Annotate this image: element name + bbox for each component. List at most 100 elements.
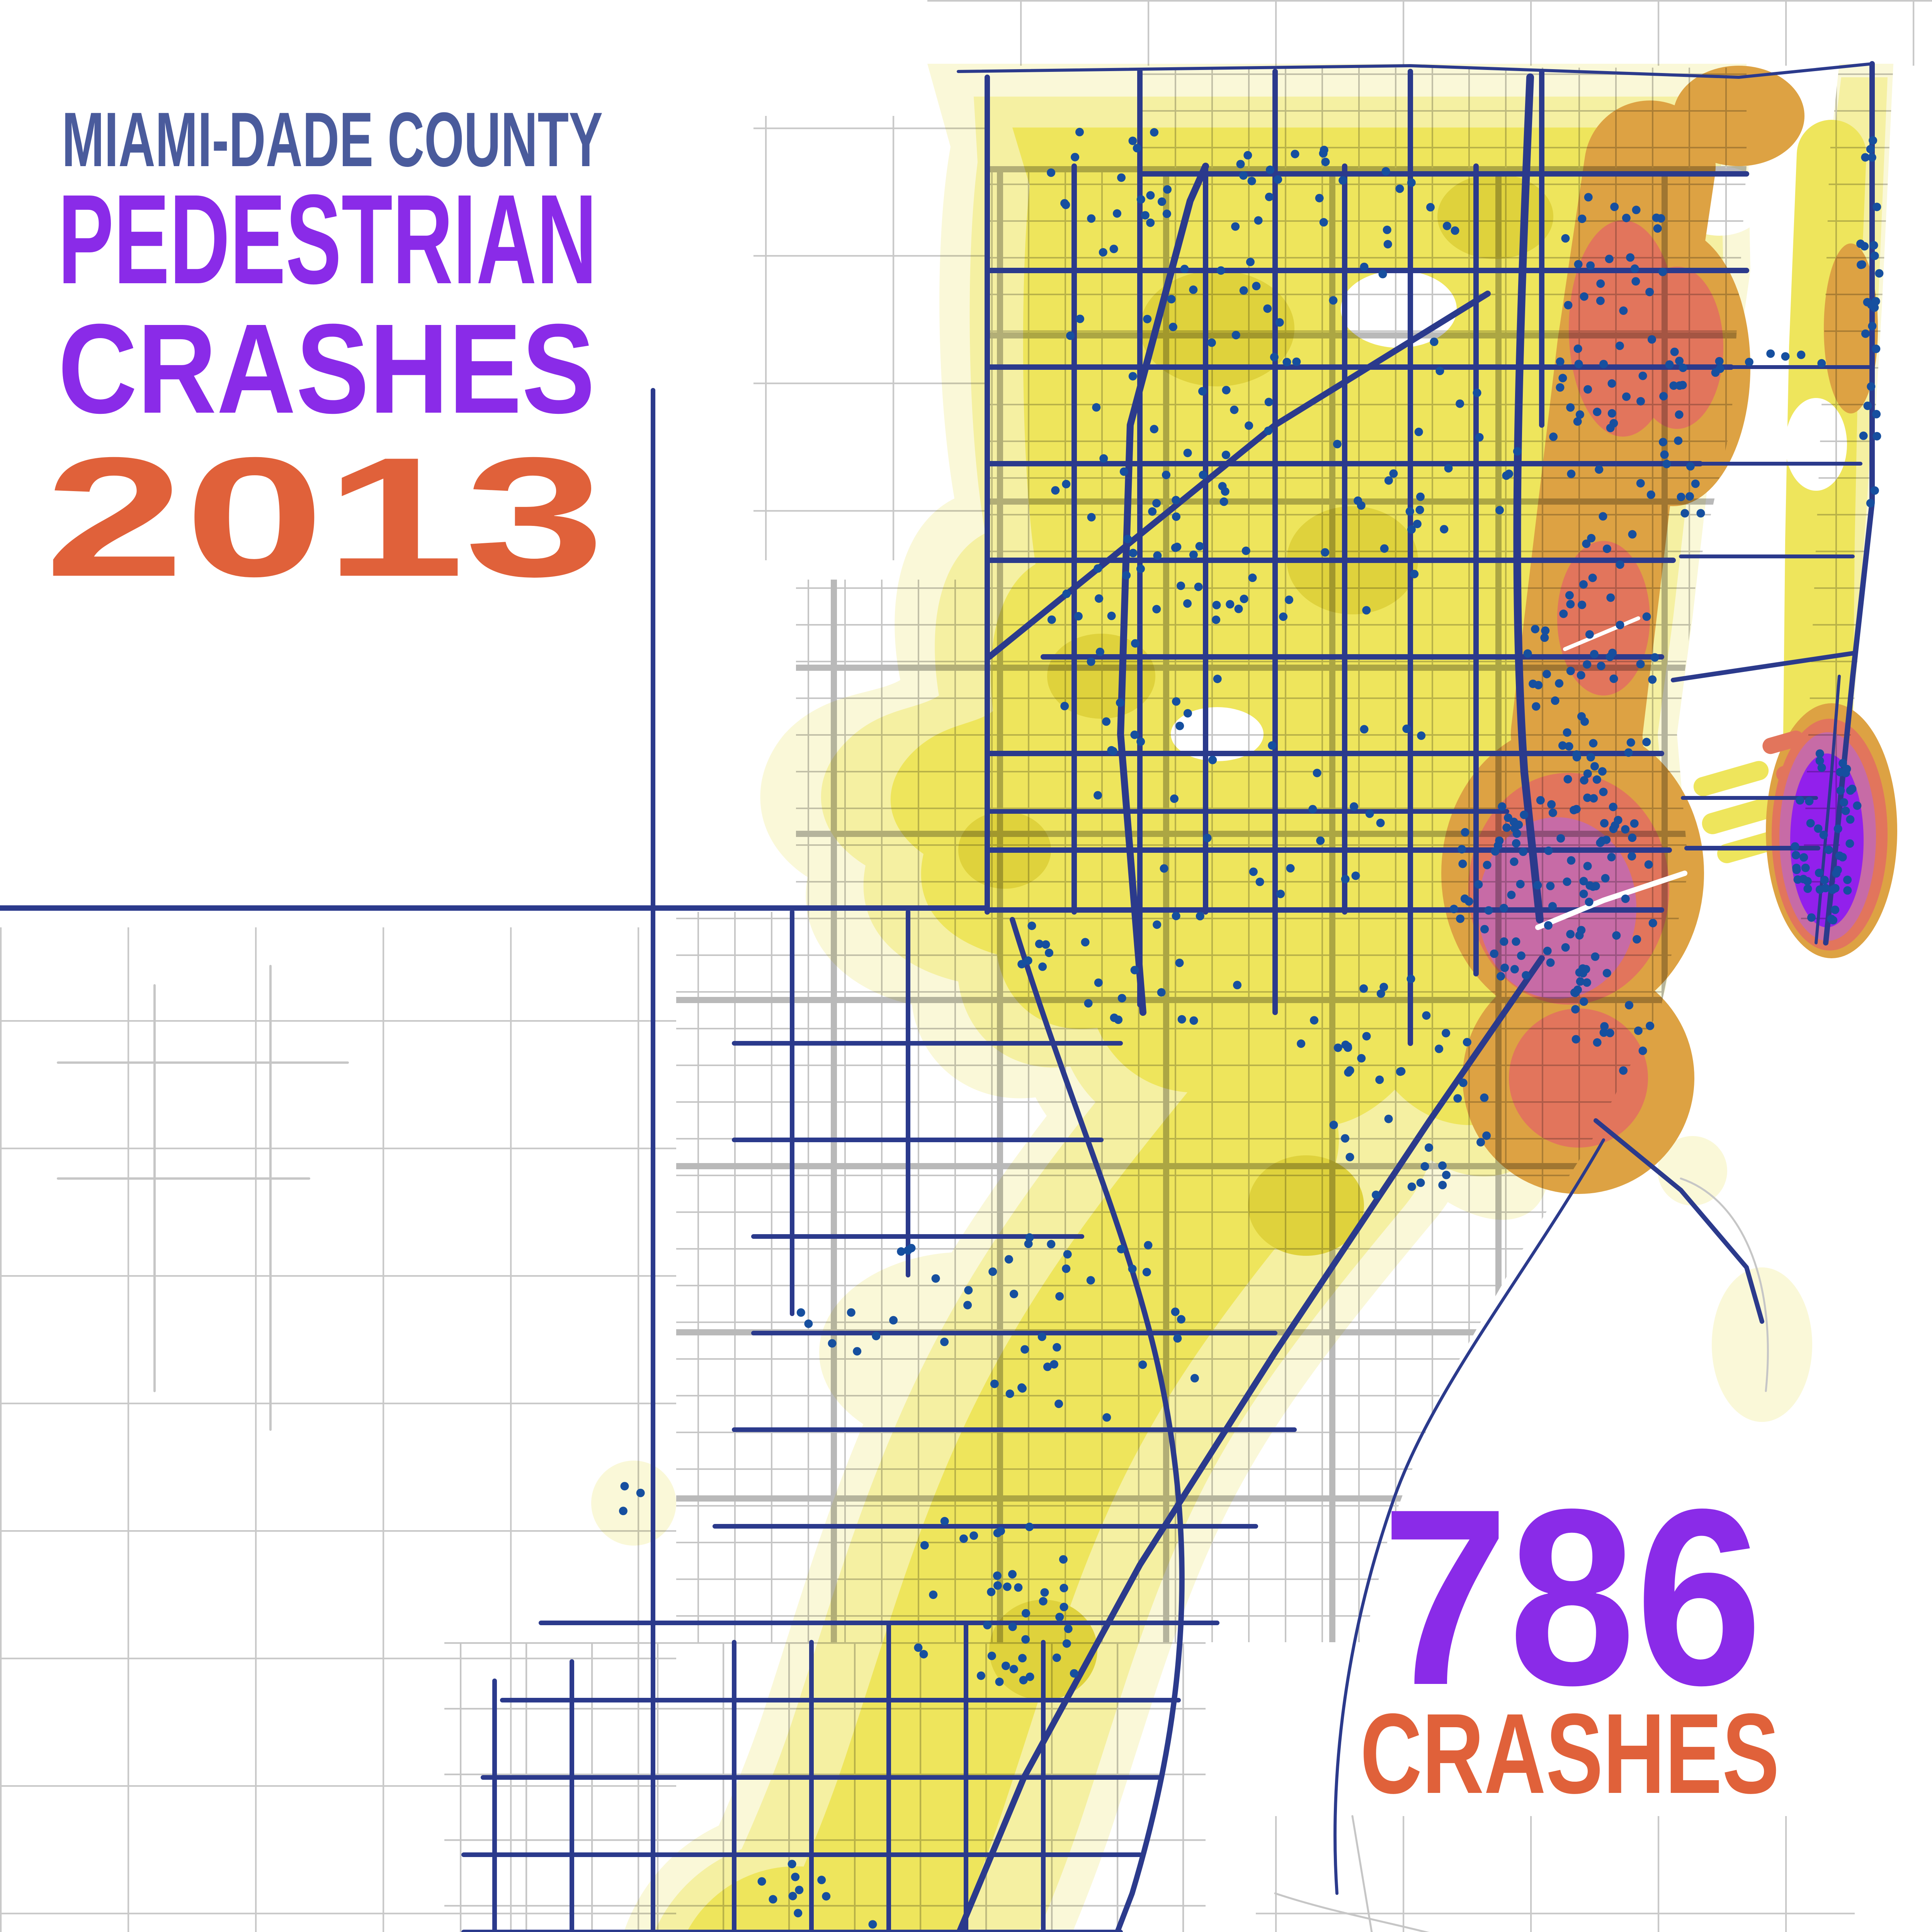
crash-dot xyxy=(963,1301,972,1310)
crash-dot xyxy=(1129,549,1138,558)
title-line-1: MIAMI-DADE COUNTY xyxy=(62,97,603,183)
crash-dot xyxy=(1797,350,1806,359)
crash-dot xyxy=(1172,496,1180,505)
crash-dot xyxy=(1084,999,1093,1008)
crash-dot xyxy=(1558,741,1567,750)
crash-dot xyxy=(1513,447,1522,456)
crash-dot xyxy=(1607,379,1616,388)
crash-dot xyxy=(1559,609,1568,618)
crash-dot xyxy=(1609,825,1618,833)
crash-dot xyxy=(1248,573,1257,582)
crash-dot xyxy=(1212,600,1221,609)
crash-dot xyxy=(1541,626,1550,635)
crash-dot xyxy=(1022,1609,1030,1618)
crash-dot xyxy=(1597,662,1605,670)
crash-dot xyxy=(1038,962,1047,971)
crash-dot xyxy=(1234,604,1243,613)
crash-dot xyxy=(1491,847,1500,856)
crash-dot xyxy=(1099,248,1107,257)
crash-dot xyxy=(993,1529,1002,1537)
crash-dot xyxy=(1019,1676,1028,1685)
crash-dot xyxy=(1212,616,1221,624)
crash-dot xyxy=(1117,173,1126,182)
crash-dot xyxy=(1566,667,1575,675)
crash-dot xyxy=(1573,985,1582,994)
crash-dot xyxy=(1861,329,1870,338)
crash-dot xyxy=(1674,436,1683,445)
crash-dot xyxy=(853,1347,862,1356)
crash-dot xyxy=(1502,471,1511,480)
crash-dot xyxy=(1872,202,1881,211)
crash-dot xyxy=(1544,921,1553,930)
crash-dot xyxy=(1177,1315,1185,1324)
crash-dot xyxy=(1308,805,1317,814)
crash-dot xyxy=(1157,988,1166,997)
crash-dot xyxy=(1413,520,1422,528)
crash-dot xyxy=(1021,1635,1030,1644)
crash-dot xyxy=(1566,600,1575,609)
crash-dot xyxy=(1362,1032,1371,1041)
crash-dot xyxy=(1624,748,1633,757)
crash-dot xyxy=(1803,884,1812,893)
crash-dot xyxy=(1333,1043,1342,1052)
crash-dot xyxy=(1691,479,1700,488)
crash-dot xyxy=(1236,160,1245,168)
crash-dot xyxy=(1595,465,1604,474)
crash-dot xyxy=(1062,589,1071,598)
crash-dot xyxy=(1297,1039,1306,1048)
crash-dot xyxy=(1574,260,1583,269)
crash-dot xyxy=(1037,1332,1046,1341)
crash-dot xyxy=(1484,906,1493,915)
crash-dot xyxy=(1053,1343,1061,1352)
crash-dot xyxy=(1146,191,1155,200)
crash-dot xyxy=(1573,417,1582,426)
crash-dot xyxy=(1575,410,1584,419)
crash-dot xyxy=(1510,965,1519,974)
crash-dot xyxy=(987,1651,996,1660)
crash-dot xyxy=(1516,880,1525,889)
crash-dot xyxy=(1648,918,1657,927)
crash-dot xyxy=(1055,1292,1064,1301)
crash-dot xyxy=(1407,1182,1416,1191)
crash-dot xyxy=(1395,184,1404,193)
crash-dot xyxy=(1619,306,1628,315)
crash-dot xyxy=(1117,994,1126,1003)
crash-dot xyxy=(993,1571,1002,1580)
crash-dot xyxy=(1198,387,1207,396)
crash-dot xyxy=(1076,315,1084,323)
crash-dot xyxy=(1574,360,1583,369)
crash-dot xyxy=(1590,762,1599,771)
crash-dot xyxy=(1025,1522,1034,1531)
crash-dot xyxy=(1249,867,1258,876)
crash-dot xyxy=(1456,399,1464,408)
crash-dot xyxy=(1625,1001,1634,1010)
crash-dot xyxy=(1071,153,1080,162)
crash-dot xyxy=(1677,493,1685,502)
crash-dot xyxy=(1442,221,1451,230)
crash-dot xyxy=(1566,930,1575,939)
crash-dot xyxy=(1801,864,1810,872)
crash-dot xyxy=(1577,712,1586,721)
crash-dot xyxy=(1696,509,1705,518)
crash-dot xyxy=(1531,625,1539,634)
crash-dot xyxy=(1414,427,1423,436)
crash-dot xyxy=(1644,860,1653,869)
crash-dot xyxy=(1636,660,1645,668)
crash-dot xyxy=(1195,542,1204,551)
crash-dot xyxy=(1087,214,1096,223)
crash-dot xyxy=(822,1892,831,1901)
crash-dot xyxy=(1579,889,1588,898)
crash-dot xyxy=(1675,410,1684,419)
crash-dot xyxy=(1829,916,1838,925)
crash-dot xyxy=(1264,398,1273,406)
crash-dot xyxy=(1415,505,1424,514)
crash-dot xyxy=(1519,847,1527,856)
crash-dot xyxy=(1136,565,1145,573)
crash-dot xyxy=(1548,902,1557,911)
crash-dot xyxy=(1476,1138,1485,1147)
crash-dot xyxy=(1438,1180,1447,1189)
crash-dot xyxy=(1846,815,1855,824)
crash-dot xyxy=(1815,869,1823,877)
